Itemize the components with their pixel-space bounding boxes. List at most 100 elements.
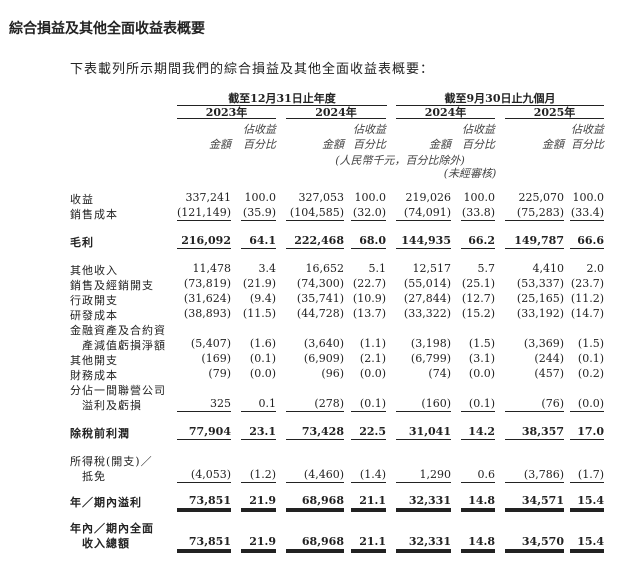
row-label: 行政開支 (70, 294, 118, 307)
amount-cell: 325 (177, 397, 231, 412)
amount-cell: 68,968 (286, 494, 344, 512)
pct-cell: 21.9 (241, 535, 276, 553)
pct-column-header-line2: 百分比 (462, 138, 495, 151)
table-row: 抵免 (4,053) (1.2) (4,460) (1.4) 1,290 0.6 (3,786… (0, 468, 640, 483)
table-row: 年內／期內全面 (0, 520, 640, 535)
unit-note: (人民幣千元，百分比除外) (335, 154, 465, 167)
row-label: 金融資產及合約資 (70, 324, 166, 337)
pct-cell: (33.4) (570, 206, 604, 221)
header-rule (396, 105, 604, 106)
amount-cell: (4,053) (177, 468, 231, 483)
pct-cell: 14.8 (461, 494, 495, 512)
pct-cell: 15.4 (570, 535, 604, 553)
row-label: 產減值虧損淨額 (82, 339, 166, 352)
pct-cell: 0.1 (241, 397, 276, 412)
amount-cell: (3,786) (505, 468, 564, 483)
amount-cell: 73,851 (177, 494, 231, 512)
amount-cell: 1,290 (396, 468, 451, 483)
amount-cell: 337,241 (185, 191, 232, 204)
header-rule (396, 118, 495, 119)
table-row: 除稅前利潤 77,904 23.1 73,428 22.5 31,041 14.2 38,35… (0, 425, 640, 440)
amount-cell: (74,300) (296, 277, 344, 290)
pct-cell: (0.0) (359, 367, 386, 380)
header-rule (286, 118, 386, 119)
amount-cell: (121,149) (177, 206, 232, 221)
unaudited-note: (未經審核) (443, 167, 497, 180)
amount-cell: (5,407) (190, 337, 231, 350)
pct-cell: 5.7 (477, 262, 496, 275)
amount-cell: 77,904 (177, 425, 231, 440)
row-label: 溢利及虧損 (82, 399, 142, 412)
table-row: 產減值虧損淨額 (5,407) (1.6) (3,640) (1.1) (3,198) (1… (0, 337, 640, 352)
amount-cell: (3,640) (303, 337, 344, 350)
pct-cell: (23.7) (570, 277, 604, 290)
amount-cell: (55,014) (403, 277, 451, 290)
amount-cell: 73,428 (286, 425, 344, 440)
amount-column-header: 金額 (322, 138, 344, 151)
amount-cell: (104,585) (286, 206, 344, 221)
pct-cell: (32.0) (351, 206, 386, 221)
amount-cell: 149,787 (505, 234, 564, 249)
amount-cell: (96) (321, 367, 344, 380)
row-label: 年／期內溢利 (70, 496, 142, 509)
row-label: 分佔一間聯營公司 (70, 384, 166, 397)
row-label: 其他開支 (70, 354, 118, 367)
intro-text: 下表載列所示期間我們的綜合損益及其他全面收益表概要： (70, 62, 435, 77)
table-row: 其他收入 11,478 3.4 16,652 5.1 12,517 5.7 4,410 2.0 (0, 262, 640, 277)
year-header: 2024年 (424, 106, 467, 119)
amount-column-header: 金額 (542, 138, 564, 151)
row-label: 所得稅(開支)／ (70, 455, 153, 468)
table-row: 年／期內溢利 73,851 21.9 68,968 21.1 32,331 14.8 34,5… (0, 494, 640, 512)
year-header: 2024年 (315, 106, 357, 119)
pct-cell: (1.2) (241, 468, 276, 483)
amount-cell: 12,517 (412, 262, 452, 275)
table-row: 金融資產及合約資 (0, 322, 640, 337)
pct-cell: 100.0 (354, 191, 387, 204)
pct-cell: (15.2) (461, 307, 495, 320)
table-row: 所得稅(開支)／ (0, 453, 640, 468)
amount-cell: (4,460) (286, 468, 344, 483)
table-row: 財務成本 (79) (0.0) (96) (0.0) (74) (0.0) (457) (0.2… (0, 367, 640, 382)
pct-cell: 100.0 (572, 191, 605, 204)
pct-column-header-line2: 百分比 (353, 138, 386, 151)
pct-cell: 0.6 (461, 468, 495, 483)
pct-cell: (1.5) (468, 337, 495, 350)
pct-cell: 15.4 (570, 494, 604, 512)
table-row: 分佔一間聯營公司 (0, 382, 640, 397)
amount-cell: (33,192) (516, 307, 564, 320)
row-label: 收入總額 (82, 537, 130, 550)
table-row: 銷售及經銷開支 (73,819) (21.9) (74,300) (22.7) (55,0… (0, 277, 640, 292)
pct-cell: (12.7) (461, 292, 495, 305)
pct-cell: (2.1) (359, 352, 386, 365)
row-label: 研發成本 (70, 309, 118, 322)
amount-cell: (25,165) (516, 292, 564, 305)
pct-cell: 21.1 (351, 494, 386, 512)
pct-cell: 100.0 (244, 191, 277, 204)
amount-cell: (160) (396, 397, 451, 412)
section-title: 綜合損益及其他全面收益表概要 (9, 21, 205, 37)
amount-cell: 216,092 (177, 234, 231, 249)
row-label: 其他收入 (70, 264, 118, 277)
pct-cell: (10.9) (352, 292, 386, 305)
pct-cell: (9.4) (249, 292, 276, 305)
row-label: 除稅前利潤 (70, 427, 130, 440)
pct-cell: (3.1) (468, 352, 495, 365)
pct-cell: (14.7) (570, 307, 604, 320)
amount-cell: (6,909) (303, 352, 344, 365)
pct-column-header-line2: 百分比 (243, 138, 276, 151)
pct-cell: (0.1) (351, 397, 386, 412)
pct-cell: 14.8 (461, 535, 495, 553)
row-label: 銷售成本 (70, 208, 118, 221)
row-label: 毛利 (70, 236, 94, 249)
pct-cell: (0.0) (570, 397, 604, 412)
pct-cell: (21.9) (242, 277, 276, 290)
pct-cell: 68.0 (351, 234, 386, 249)
amount-cell: 31,041 (396, 425, 451, 440)
amount-cell: (27,844) (403, 292, 451, 305)
table-row: 收益 337,241 100.0 327,053 100.0 219,026 100.0 22… (0, 191, 640, 206)
pct-cell: (1.7) (570, 468, 604, 483)
pct-cell: 2.0 (586, 262, 605, 275)
pct-cell: (11.2) (570, 292, 604, 305)
pct-column-header-line1: 佔收益 (353, 123, 386, 136)
amount-cell: 16,652 (305, 262, 345, 275)
